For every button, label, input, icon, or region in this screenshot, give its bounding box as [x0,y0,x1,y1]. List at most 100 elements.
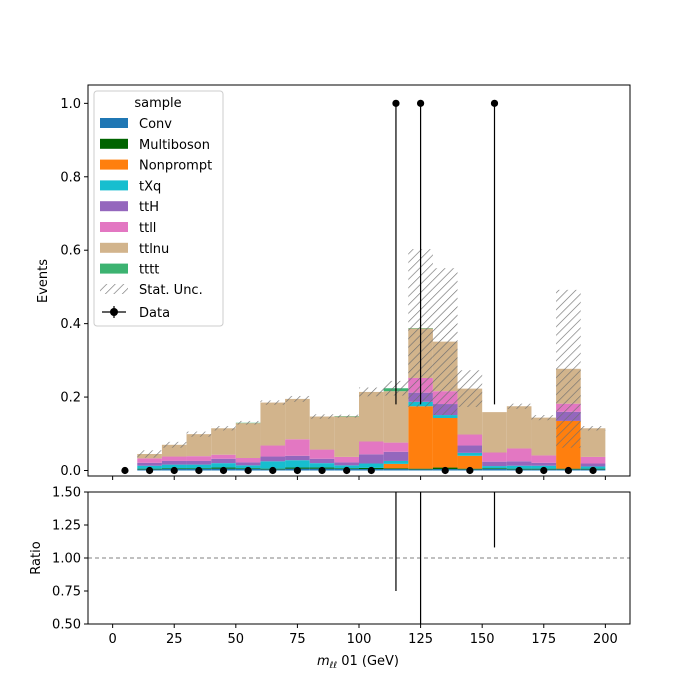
legend-label-conv: Conv [139,117,172,132]
legend-marker-data [110,308,118,316]
bar-ttll-3 [211,454,236,459]
main-plot: 0.0 0.2 0.4 0.6 0.8 1.0 Events [36,84,631,480]
bar-tth-5 [260,456,286,462]
x-tick-label-2: 50 [228,632,245,647]
x-tick-label-6: 150 [470,632,495,647]
x-tick-label-5: 125 [408,632,433,647]
bar-ttlnu-2 [186,434,212,457]
data-point-18 [564,466,573,475]
main-y-tick-label-3: 0.6 [60,244,81,259]
data-point-10 [367,466,375,475]
main-y-tick-label-5: 1.0 [60,97,81,112]
bar-multiboson-11 [408,468,433,470]
bar-ttll-0 [137,458,162,463]
data-point-3 [195,466,203,475]
stat-unc-16 [531,415,557,421]
data-point-14 [466,466,474,475]
ratio-y-tick-label-3: 1.25 [52,519,81,534]
legend-label-ttlnu: ttlnu [139,242,169,257]
ratio-plot-background [88,492,630,624]
bar-ttll-16 [531,455,557,463]
bar-txq-14 [482,466,507,469]
bar-txq-2 [186,464,212,469]
legend-swatch-tttt [100,263,128,274]
legend-title: sample [134,96,181,111]
bar-conv-11 [408,469,433,471]
bar-ttll-18 [580,456,606,464]
bar-ttlnu-1 [161,444,187,457]
legend: sample Conv Multiboson Nonprompt tXq ttH ttll… [93,90,224,327]
legend-items: Conv Multiboson Nonprompt tXq ttH ttll ttlnu tt… [100,117,212,278]
bar-multiboson-10 [383,468,409,470]
x-axis-label-rest: 01 (GeV) [337,654,399,669]
data-point-17 [540,466,548,475]
bar-tth-15 [506,461,532,466]
data-point-15 [490,99,499,107]
data-point-11 [392,99,400,107]
stat-unc-4 [235,420,261,425]
x-tick-label-3: 75 [289,632,306,647]
stat-unc-6 [285,395,310,402]
bar-ttlnu-9 [359,391,384,442]
data-point-9 [343,466,351,475]
bar-ttll-9 [359,441,384,455]
bar-tth-14 [482,461,507,467]
stat-unc-bands [137,249,606,458]
data-point-16 [515,466,523,475]
bar-ttlnu-15 [506,406,532,449]
legend-swatch-conv [100,118,128,128]
bar-tth-10 [383,451,409,461]
bar-multiboson-14 [482,468,507,470]
stat-unc-13 [457,370,483,407]
x-axis-label: mℓℓ 01 (GeV) [317,654,399,671]
bar-ttll-13 [457,434,483,446]
bar-tth-16 [531,462,557,466]
bar-tth-3 [211,458,236,464]
bar-txq-13 [457,452,483,456]
y-axis-label-events: Events [36,259,51,303]
data-point-7 [293,466,302,475]
bar-ttlnu-14 [482,412,507,453]
x-tick-label-7: 175 [531,632,556,647]
bar-nonprompt-11 [408,406,433,469]
bar-ttll-15 [506,448,532,462]
bar-tth-13 [457,445,483,453]
bar-tth-2 [186,460,212,465]
x-axis-label-sub: ℓℓ [329,661,337,671]
stat-unc-5 [260,400,286,405]
main-y-tick-label-0: 0.0 [60,464,81,479]
bar-ttlnu-8 [334,416,359,457]
bar-ttll-8 [334,456,359,463]
bar-txq-7 [309,463,335,468]
ratio-y-ticks: 0.50 0.75 1.00 1.25 1.50 [52,486,88,633]
bar-txq-8 [334,465,359,469]
ratio-x-ticks: 0 25 50 75 100 125 150 175 200 [108,624,618,647]
stat-unc-18 [580,426,606,431]
bar-txq-4 [235,465,261,469]
data-point-2 [170,466,178,475]
x-axis-label-main: m [317,654,330,669]
data-point-8 [318,466,326,475]
stat-unc-1 [161,441,187,448]
data-points [121,99,597,475]
legend-label-nonprompt: Nonprompt [139,159,212,174]
bar-tth-4 [235,462,261,466]
bar-ttll-5 [260,445,286,457]
stat-unc-7 [309,414,335,419]
ratio-y-tick-label-0: 0.50 [52,618,81,633]
main-y-ticks: 0.0 0.2 0.4 0.6 0.8 1.0 [60,97,88,479]
stat-unc-17 [556,289,581,448]
bar-ttlnu-18 [580,428,606,457]
bar-ttll-10 [383,442,409,452]
ratio-y-tick-label-4: 1.50 [52,486,81,501]
ratio-y-tick-label-1: 0.75 [52,585,81,600]
legend-label-stat-unc: Stat. Unc. [139,283,203,298]
x-tick-label-4: 100 [347,632,372,647]
legend-label-multiboson: Multiboson [139,138,210,153]
data-point-19 [589,466,597,475]
bar-nonprompt-12 [432,417,458,468]
stat-unc-3 [211,426,236,431]
legend-swatch-tth [100,201,128,212]
bar-txq-6 [285,460,310,468]
x-tick-label-1: 25 [166,632,183,647]
